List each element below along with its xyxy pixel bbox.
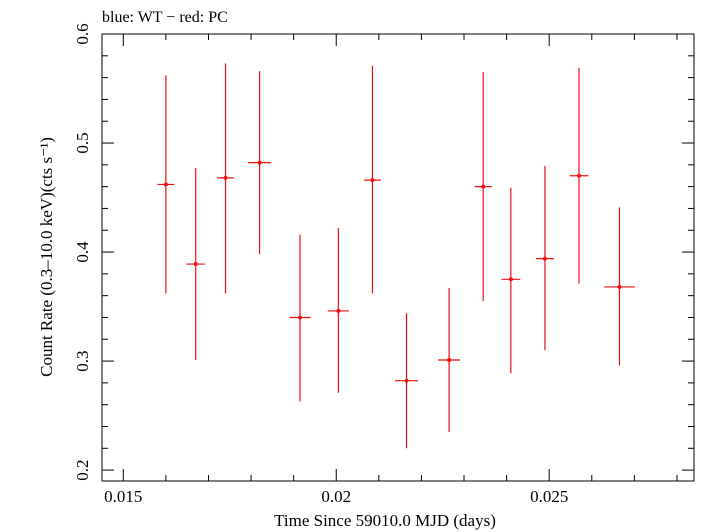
data-point	[395, 313, 419, 449]
data-point	[535, 165, 554, 351]
point-marker	[336, 308, 341, 313]
data-point	[157, 75, 175, 294]
y-axis-label: Count Rate (0.3–10.0 keV)(cts s⁻¹)	[37, 137, 56, 377]
point-marker	[577, 173, 582, 178]
data-point	[327, 228, 350, 393]
y-tick-label: 0.5	[73, 132, 92, 153]
chart-title: blue: WT − red: PC	[102, 9, 228, 26]
point-marker	[163, 182, 168, 187]
y-tick-label: 0.2	[73, 459, 92, 480]
point-marker	[542, 256, 547, 261]
x-tick-label: 0.015	[104, 487, 142, 506]
y-tick-labels: 0.2 0.3 0.4 0.5 0.6	[73, 23, 92, 480]
data-point	[569, 67, 589, 284]
point-marker	[617, 284, 622, 289]
point-marker	[223, 175, 228, 180]
x-axis-label: Time Since 59010.0 MJD (days)	[274, 511, 496, 530]
data-point	[604, 207, 635, 366]
data-point	[363, 65, 381, 294]
data-point	[501, 187, 521, 374]
point-marker	[447, 357, 452, 362]
data-point	[438, 288, 461, 432]
point-marker	[481, 184, 486, 189]
point-marker	[370, 178, 375, 183]
data-point	[289, 234, 311, 402]
data-series-pc	[157, 63, 635, 449]
data-point	[216, 63, 235, 294]
point-marker	[193, 262, 198, 267]
plot-frame	[101, 33, 695, 482]
x-tick-labels: 0.015 0.02 0.025	[104, 487, 568, 506]
point-marker	[298, 315, 303, 320]
x-tick-label: 0.025	[530, 487, 568, 506]
data-point	[474, 72, 492, 302]
y-tick-label: 0.6	[73, 23, 92, 44]
y-tick-label: 0.4	[73, 241, 92, 263]
y-tick-label: 0.3	[73, 350, 92, 371]
point-marker	[257, 160, 262, 165]
x-tick-label: 0.02	[321, 487, 351, 506]
point-marker	[404, 378, 409, 383]
data-point	[186, 168, 206, 360]
axis-ticks	[102, 33, 694, 481]
data-point	[248, 71, 272, 255]
point-marker	[508, 277, 513, 282]
